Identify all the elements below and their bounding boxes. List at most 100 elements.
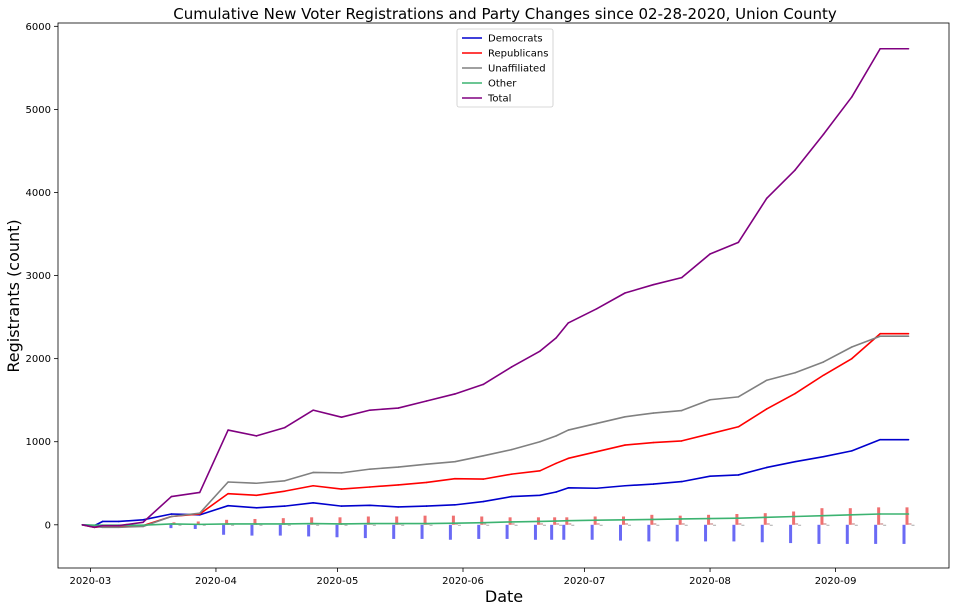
data-point-republicans [907, 332, 910, 335]
data-point-unaffiliated [170, 515, 173, 518]
legend-label: Total [487, 94, 511, 105]
change-bar [193, 524, 197, 529]
change-bar [619, 524, 622, 541]
change-bar [392, 524, 396, 539]
data-point-republicans [284, 490, 286, 492]
data-point-total [555, 337, 557, 339]
change-bar [457, 524, 461, 526]
change-bar [823, 523, 827, 525]
data-point-republicans [851, 357, 853, 360]
change-bar [429, 524, 433, 526]
change-bar [338, 517, 342, 525]
data-point-republicans [539, 469, 541, 472]
y-axis-label: Registrants (count) [4, 219, 23, 372]
change-bar [278, 524, 282, 536]
change-bar [766, 523, 770, 525]
change-bar [795, 523, 799, 525]
data-point-total [101, 524, 104, 527]
legend-label: Democrats [488, 34, 543, 45]
data-point-total [93, 526, 96, 529]
data-point-democrats [369, 504, 371, 507]
data-point-total [425, 400, 428, 402]
x-tick-label: 2020-05 [317, 576, 359, 587]
data-point-other [170, 523, 173, 525]
change-bar [196, 521, 200, 525]
change-bar [316, 524, 320, 526]
data-point-republicans [312, 484, 314, 487]
chart-title: Cumulative New Voter Registrations and P… [173, 5, 837, 23]
data-point-unaffiliated [907, 335, 910, 338]
change-bar [533, 524, 537, 540]
data-point-other [198, 523, 201, 526]
change-bar [420, 524, 424, 539]
change-bar [202, 524, 206, 526]
data-point-total [81, 523, 84, 526]
change-bar [681, 523, 685, 525]
data-point-other [142, 524, 144, 527]
x-axis-label: Date [485, 587, 523, 606]
data-point-democrats [117, 520, 120, 523]
data-point-unaffiliated [198, 512, 201, 514]
change-bar [344, 524, 348, 526]
data-point-democrats [879, 438, 881, 441]
change-bar [675, 524, 679, 542]
change-bar [590, 524, 594, 540]
data-point-unaffiliated [255, 482, 258, 485]
data-point-other [510, 521, 513, 523]
data-point-unaffiliated [117, 526, 120, 529]
change-bar [571, 524, 575, 526]
change-bar [562, 524, 566, 540]
data-point-democrats [255, 506, 258, 509]
data-point-other [907, 513, 910, 515]
data-point-total [312, 409, 314, 411]
data-point-democrats [425, 505, 428, 507]
change-bar [366, 516, 370, 525]
data-point-other [397, 522, 400, 525]
y-tick-label: 3000 [26, 271, 51, 282]
legend-label: Republicans [488, 49, 548, 60]
data-point-democrats [652, 483, 655, 485]
data-point-total [539, 350, 541, 352]
change-bar [559, 524, 563, 526]
change-bar [769, 524, 773, 526]
series-lines [81, 47, 910, 529]
data-point-unaffiliated [879, 335, 881, 338]
x-tick-label: 2020-08 [689, 576, 731, 587]
legend: Democrats Republicans Unaffiliated Other Tot… [456, 28, 554, 108]
change-bar [684, 524, 688, 526]
change-bar [448, 524, 452, 540]
data-point-other [482, 521, 485, 524]
data-point-other [680, 518, 683, 520]
change-bar [253, 518, 257, 525]
data-point-republicans [227, 492, 229, 495]
data-point-republicans [709, 433, 711, 435]
data-point-democrats [482, 500, 485, 503]
data-point-other [851, 514, 853, 516]
data-point-democrats [567, 487, 570, 489]
data-point-democrats [680, 480, 683, 483]
change-bar [480, 516, 484, 525]
data-point-unaffiliated [227, 481, 229, 483]
data-point-other [425, 522, 428, 525]
data-point-unaffiliated [709, 398, 711, 401]
data-point-total [482, 383, 485, 386]
data-point-other [255, 523, 258, 525]
data-point-total [340, 416, 343, 419]
change-bar [622, 516, 625, 525]
data-point-total [454, 393, 456, 395]
data-point-unaffiliated [312, 471, 314, 474]
change-bar [845, 524, 849, 544]
data-point-republicans [555, 462, 557, 465]
data-point-democrats [142, 519, 144, 521]
y-tick-label: 2000 [26, 354, 51, 365]
change-bar [902, 524, 906, 544]
data-point-republicans [652, 441, 655, 444]
data-point-total [907, 47, 910, 50]
data-point-unaffiliated [794, 371, 796, 374]
change-bar [851, 523, 855, 525]
change-bar [539, 523, 543, 525]
change-bar [395, 516, 399, 525]
change-bar [401, 524, 405, 526]
data-point-democrats [312, 501, 314, 504]
data-point-unaffiliated [765, 379, 768, 382]
